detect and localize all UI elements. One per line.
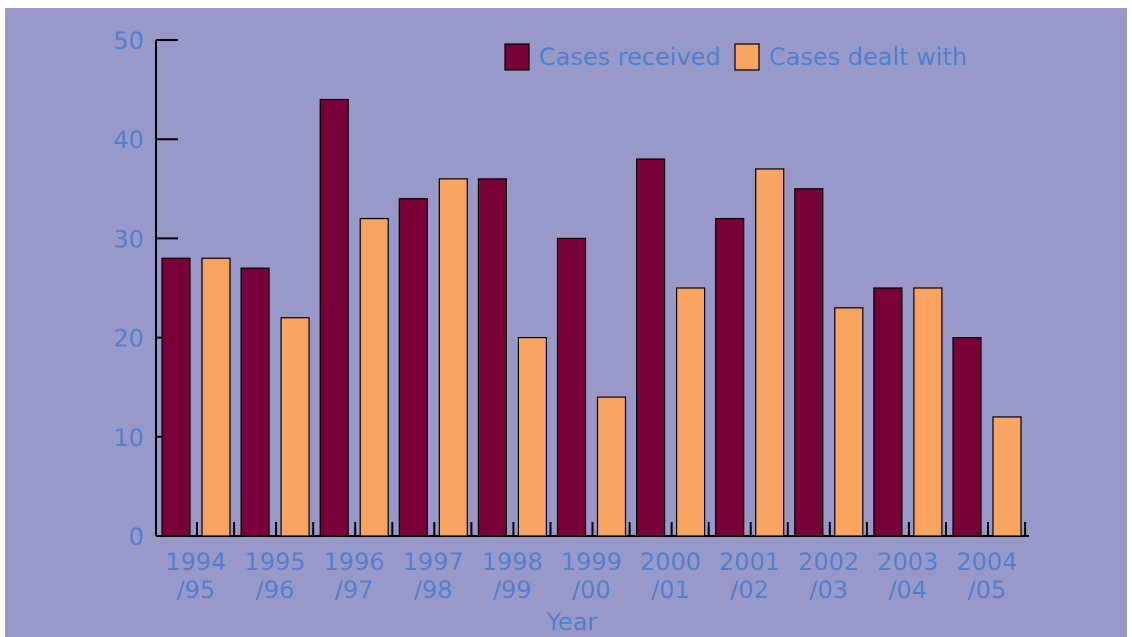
y-tick-label: 0 xyxy=(129,523,144,551)
x-tick-label-period: /98 xyxy=(414,576,453,604)
x-tick-label-year: 2002 xyxy=(798,548,859,576)
bar-cases-dealt-with xyxy=(596,396,627,537)
bar-cases-dealt-with xyxy=(517,337,548,537)
bar-cases-dealt-with xyxy=(992,416,1022,537)
bar-cases-received xyxy=(715,217,745,537)
y-tick-label: 20 xyxy=(113,325,144,353)
x-tick-label-period: /97 xyxy=(335,576,374,604)
bar-cases-dealt-with xyxy=(438,178,468,537)
x-tick-label-year: 1999 xyxy=(561,548,622,576)
x-tick-label-period: /01 xyxy=(651,576,690,604)
bar-cases-received xyxy=(240,267,270,537)
x-tick-label-period: /03 xyxy=(809,576,848,604)
x-tick-label-year: 2001 xyxy=(719,548,780,576)
y-tick-label: 10 xyxy=(113,424,144,452)
x-tick-label-period: /04 xyxy=(889,576,928,604)
x-tick-label-year: 1998 xyxy=(482,548,543,576)
legend-swatch-cases-received xyxy=(504,43,530,71)
bar-cases-dealt-with xyxy=(834,307,864,537)
x-tick-label-year: 1996 xyxy=(324,548,385,576)
bar-cases-received xyxy=(952,337,982,537)
bar-cases-received xyxy=(794,188,824,537)
x-tick-label-year: 1994 xyxy=(165,548,226,576)
bar-cases-received xyxy=(477,178,507,537)
legend-label-cases-dealt-with: Cases dealt with xyxy=(769,43,967,71)
bar-cases-received xyxy=(319,98,349,537)
bar-cases-received xyxy=(161,257,191,537)
x-tick-label-year: 2003 xyxy=(877,548,938,576)
legend-swatch-cases-dealt-with xyxy=(734,43,760,71)
bar-cases-dealt-with xyxy=(201,257,231,537)
x-tick-label-year: 1995 xyxy=(245,548,306,576)
x-tick-label-year: 2000 xyxy=(640,548,701,576)
bar-cases-dealt-with xyxy=(675,287,706,537)
x-tick-label-year: 1997 xyxy=(403,548,464,576)
bar-cases-received xyxy=(635,158,666,537)
x-tick-label-period: /95 xyxy=(177,576,216,604)
x-axis-title: Year xyxy=(546,608,598,636)
x-tick-label-period: /00 xyxy=(572,576,611,604)
y-tick-label: 40 xyxy=(113,126,144,154)
bar-cases-dealt-with xyxy=(755,168,785,537)
bar-cases-dealt-with xyxy=(359,217,389,537)
x-tick-label-period: /99 xyxy=(493,576,532,604)
legend-label-cases-received: Cases received xyxy=(539,43,721,71)
bar-cases-received xyxy=(556,237,587,537)
y-tick-label: 30 xyxy=(113,225,144,253)
x-tick-label-period: /05 xyxy=(968,576,1007,604)
x-tick-label-year: 2004 xyxy=(956,548,1017,576)
bar-cases-received xyxy=(398,198,428,537)
bar-cases-dealt-with xyxy=(913,287,943,537)
x-tick-label-period: /02 xyxy=(730,576,769,604)
x-tick-label-period: /96 xyxy=(256,576,295,604)
y-tick-label: 50 xyxy=(113,27,144,55)
bar-cases-dealt-with xyxy=(280,317,310,537)
bar-cases-received xyxy=(873,287,903,537)
